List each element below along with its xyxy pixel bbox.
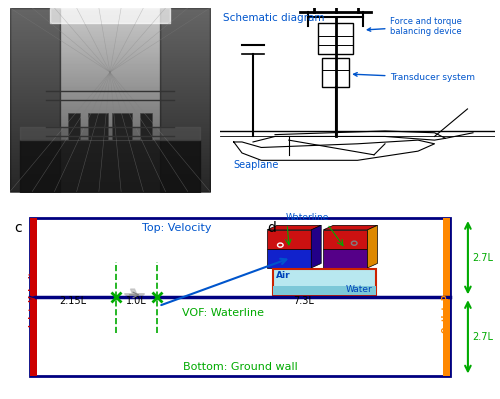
Polygon shape	[267, 230, 312, 249]
Text: Schematic diagram: Schematic diagram	[223, 14, 324, 24]
Bar	[112, 113, 132, 140]
Polygon shape	[130, 289, 136, 294]
Text: Transducer system: Transducer system	[354, 73, 476, 82]
Polygon shape	[324, 225, 378, 230]
Text: c: c	[14, 221, 22, 235]
Polygon shape	[324, 249, 368, 268]
Text: Air: Air	[276, 271, 291, 280]
Text: 2.7L: 2.7L	[472, 253, 494, 263]
Text: Seaplane: Seaplane	[234, 160, 279, 170]
Bar	[273, 286, 376, 295]
Polygon shape	[324, 230, 368, 249]
Text: Water: Water	[346, 285, 372, 294]
Bar	[30, 218, 38, 376]
Text: Bottom: Ground wall: Bottom: Ground wall	[182, 362, 298, 372]
Polygon shape	[368, 225, 378, 268]
Text: 2.15L: 2.15L	[60, 296, 87, 306]
Text: b: b	[198, 0, 207, 2]
Text: Inlet: Velocity: Inlet: Velocity	[29, 267, 38, 328]
Text: Outlet: Pressure: Outlet: Pressure	[442, 262, 450, 333]
Text: Force and torque
balancing device: Force and torque balancing device	[368, 17, 462, 36]
Text: a: a	[2, 0, 10, 2]
Bar	[68, 113, 80, 140]
Bar	[88, 113, 108, 140]
Bar	[30, 218, 450, 376]
Text: 2.7L: 2.7L	[472, 332, 494, 342]
Bar	[273, 269, 376, 295]
Text: Waterline: Waterline	[286, 213, 329, 221]
Bar	[322, 57, 349, 87]
Polygon shape	[267, 225, 321, 230]
Text: Top: Velocity: Top: Velocity	[142, 223, 212, 233]
Polygon shape	[124, 294, 144, 296]
Polygon shape	[312, 225, 321, 268]
Text: 1.0L: 1.0L	[126, 296, 147, 306]
Bar	[140, 113, 151, 140]
Text: VOF: Waterline: VOF: Waterline	[182, 308, 264, 318]
Text: d: d	[267, 221, 276, 235]
Text: 7.3L: 7.3L	[293, 296, 314, 306]
Bar	[442, 218, 450, 376]
Bar	[318, 23, 354, 54]
Polygon shape	[267, 249, 312, 268]
